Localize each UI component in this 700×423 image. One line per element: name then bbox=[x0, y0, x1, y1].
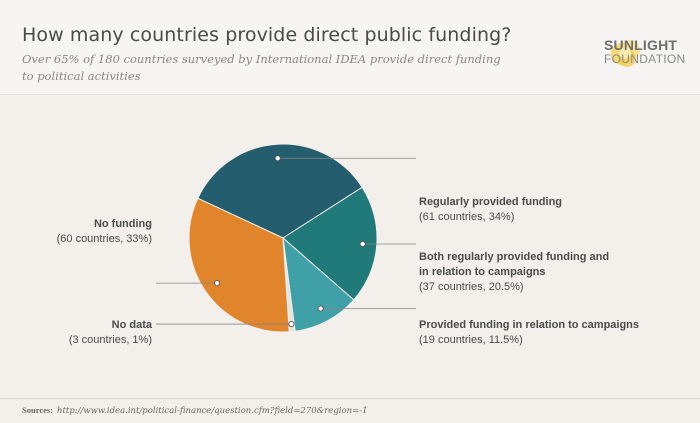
label-no-funding-detail: (60 countries, 33%) bbox=[56, 233, 152, 245]
pie-slices bbox=[188, 143, 378, 333]
label-campaign-detail: (19 countries, 11.5%) bbox=[419, 334, 523, 346]
sunlight-logo-icon bbox=[611, 40, 640, 67]
slice-both bbox=[282, 186, 378, 301]
label-regular: Regularly provided funding (61 countries… bbox=[419, 195, 562, 225]
slice-regular bbox=[197, 143, 363, 239]
label-regular-title: Regularly provided funding bbox=[419, 196, 563, 208]
label-no-data-detail: (3 countries, 1%) bbox=[68, 334, 152, 346]
logo-text: SUNLIGHT FOUNDATION bbox=[604, 38, 685, 66]
header: How many countries provide direct public… bbox=[0, 0, 700, 95]
label-both-title-2: in relation to campaigns bbox=[419, 266, 546, 278]
slice-no-funding-leader-dot bbox=[214, 280, 221, 287]
pie-chart bbox=[156, 143, 416, 333]
label-both: Both regularly provided funding and in r… bbox=[419, 250, 609, 295]
slice-campaign-leader-dot bbox=[317, 305, 324, 312]
label-both-detail: (37 countries, 20.5%) bbox=[419, 281, 524, 293]
page-title: How many countries provide direct public… bbox=[22, 24, 512, 46]
slice-no-data-leader-dot bbox=[288, 321, 295, 328]
label-no-data-title: No data bbox=[111, 319, 152, 331]
label-campaign-title: Provided funding in relation to campaign… bbox=[419, 319, 640, 331]
page-subtitle: Over 65% of 180 countries surveyed by In… bbox=[22, 52, 501, 83]
logo-line-1: SUNLIGHT bbox=[604, 37, 678, 53]
label-both-title-1: Both regularly provided funding and bbox=[419, 251, 610, 263]
slice-both-leader-dot bbox=[359, 240, 366, 248]
label-campaign: Provided funding in relation to campaign… bbox=[419, 318, 639, 348]
footer: Sources: http://www.idea.int/political-fi… bbox=[0, 398, 700, 423]
sources-label: Sources: bbox=[22, 405, 54, 415]
label-no-data: No data (3 countries, 1%) bbox=[69, 318, 152, 348]
slice-campaign bbox=[282, 236, 355, 332]
slice-regular-leader-dot bbox=[274, 155, 281, 162]
label-no-funding-title: No funding bbox=[93, 218, 152, 230]
pie-leader-lines bbox=[156, 155, 416, 328]
sources-link[interactable]: http://www.idea.int/political-finance/qu… bbox=[57, 406, 368, 416]
label-no-funding: No funding (60 countries, 33%) bbox=[57, 217, 152, 247]
logo-line-2: FOUNDATION bbox=[604, 52, 686, 66]
slice-no-funding bbox=[188, 197, 290, 333]
label-regular-detail: (61 countries, 34%) bbox=[419, 211, 515, 223]
sources: Sources: http://www.idea.int/political-fi… bbox=[22, 405, 367, 416]
